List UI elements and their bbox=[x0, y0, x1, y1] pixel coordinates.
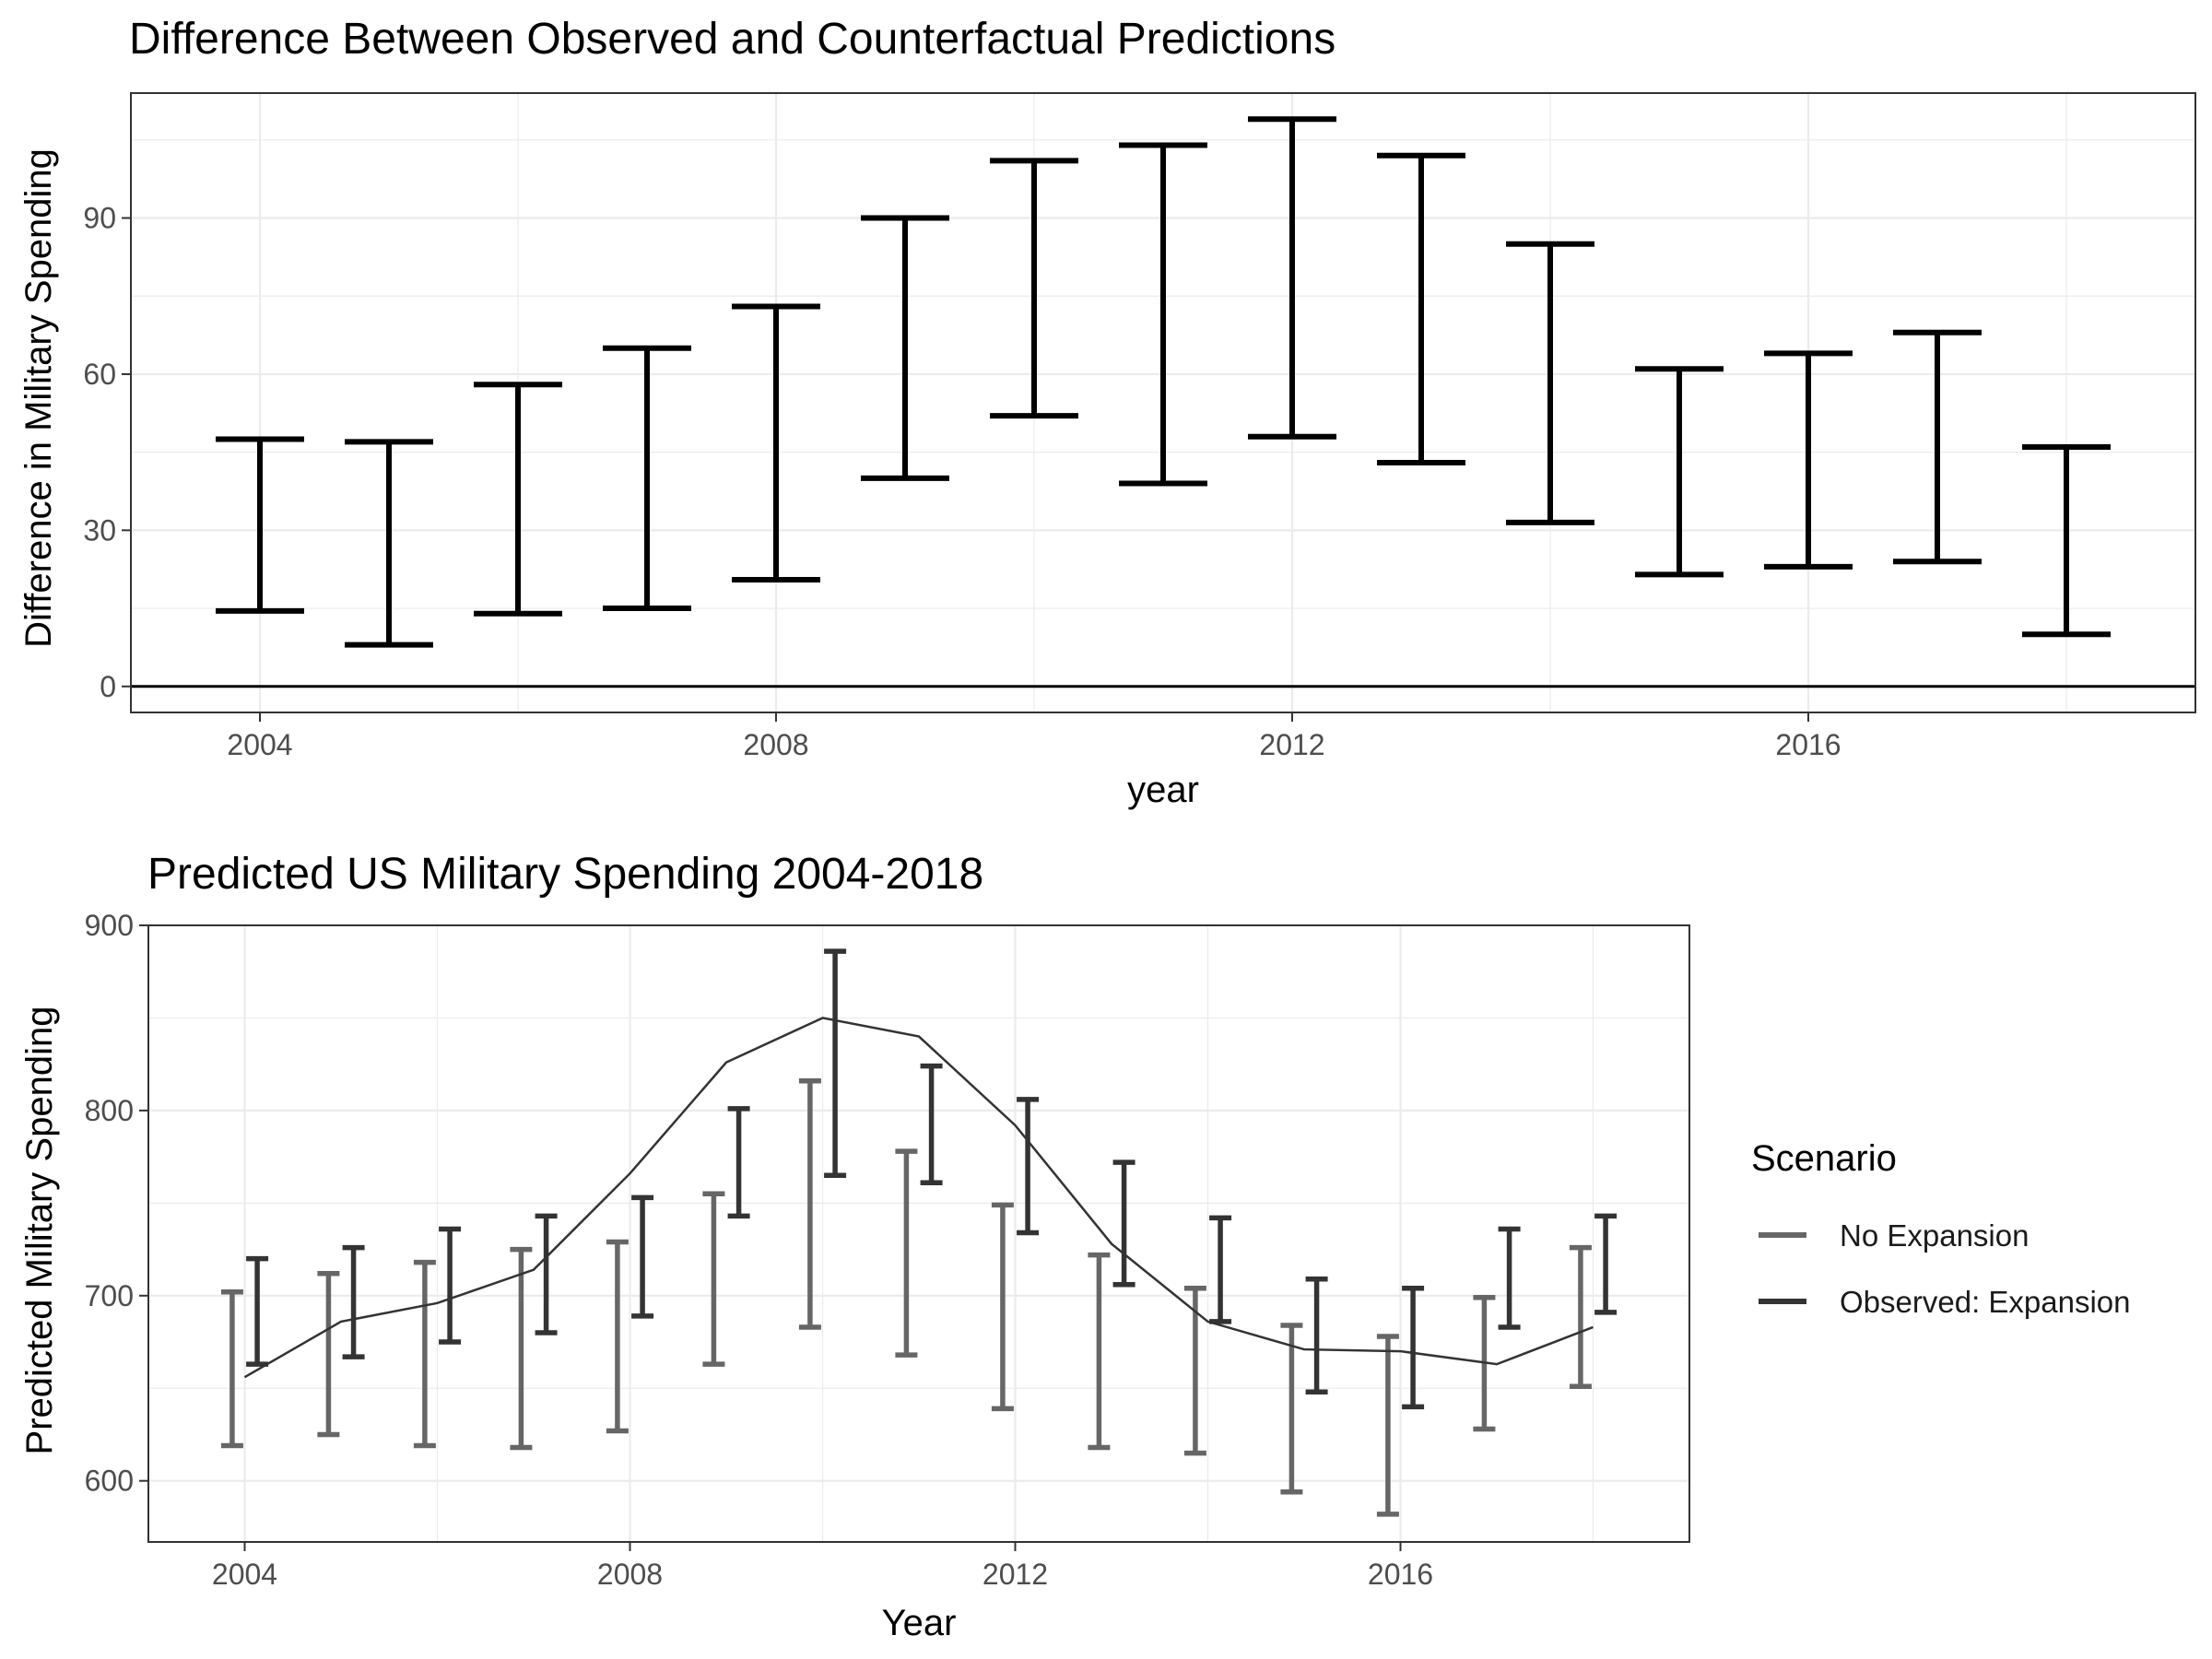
y-tick-label: 0 bbox=[100, 670, 116, 703]
error-bar-2017 bbox=[1893, 329, 1982, 565]
bottom-chart-title: Predicted US Military Spending 2004-2018 bbox=[147, 850, 983, 899]
error-bar-2014-series-2 bbox=[1209, 1215, 1232, 1324]
error-bar-2013-series-1 bbox=[1088, 1252, 1111, 1451]
error-bar-2013-series-2 bbox=[1112, 1159, 1135, 1288]
top-x-axis-ticks: 2004 2008 2012 2016 bbox=[227, 712, 1841, 761]
error-bar-2005 bbox=[345, 439, 433, 648]
y-tick-label: 600 bbox=[85, 1465, 134, 1498]
bottom-error-bars bbox=[220, 948, 1618, 1517]
error-bar-2004-series-1 bbox=[220, 1289, 243, 1449]
error-bar-2008-series-1 bbox=[606, 1239, 629, 1434]
top-y-axis-label: Difference in Military Spending bbox=[18, 148, 59, 648]
y-tick-label: 800 bbox=[85, 1094, 134, 1127]
error-bar-2006 bbox=[474, 382, 562, 617]
error-bar-2005-series-2 bbox=[342, 1244, 365, 1359]
error-bar-2007-series-2 bbox=[535, 1213, 558, 1335]
x-tick-label: 2012 bbox=[1259, 728, 1324, 761]
error-bar-2012 bbox=[1248, 116, 1336, 440]
error-bar-2010 bbox=[990, 158, 1078, 419]
bottom-y-axis-ticks: 600 700 800 900 bbox=[85, 909, 148, 1498]
error-bar-2015-series-1 bbox=[1280, 1323, 1303, 1495]
y-tick-label: 700 bbox=[85, 1279, 134, 1312]
error-bar-2004 bbox=[216, 436, 304, 614]
y-tick-label: 90 bbox=[83, 202, 116, 235]
error-bar-2016-series-1 bbox=[1376, 1334, 1399, 1517]
x-tick-label: 2008 bbox=[743, 728, 808, 761]
error-bar-2014-series-1 bbox=[1183, 1286, 1206, 1456]
error-bar-2015 bbox=[1635, 366, 1724, 578]
top-plot-frame bbox=[130, 92, 2196, 713]
error-bar-2007 bbox=[603, 345, 691, 612]
error-bar-2011-series-2 bbox=[920, 1063, 943, 1186]
error-bar-2011-series-1 bbox=[895, 1148, 918, 1358]
x-tick-label: 2016 bbox=[1775, 728, 1841, 761]
error-bar-2016 bbox=[1764, 350, 1853, 570]
legend: Scenario No Expansion Observed: Expansio… bbox=[1751, 1138, 2131, 1319]
legend-label-no-expansion: No Expansion bbox=[1840, 1218, 2029, 1253]
error-bar-2007-series-1 bbox=[510, 1246, 533, 1451]
top-x-axis-label: year bbox=[1127, 770, 1199, 810]
error-bar-2006-series-1 bbox=[413, 1259, 436, 1449]
error-bar-2013 bbox=[1377, 152, 1465, 465]
error-bar-2015-series-2 bbox=[1305, 1276, 1328, 1395]
x-tick-label: 2004 bbox=[212, 1558, 277, 1591]
bottom-gridlines bbox=[148, 924, 1689, 1542]
x-tick-label: 2012 bbox=[982, 1558, 1048, 1591]
error-bar-2008 bbox=[732, 303, 820, 582]
bottom-plot-frame bbox=[147, 924, 1690, 1543]
legend-label-observed-expansion: Observed: Expansion bbox=[1840, 1285, 2131, 1319]
error-bar-2010-series-2 bbox=[824, 948, 847, 1178]
error-bar-2018-series-1 bbox=[1569, 1244, 1592, 1389]
y-tick-label: 30 bbox=[83, 513, 116, 547]
top-error-bars bbox=[216, 116, 2111, 648]
bottom-x-axis-label: Year bbox=[882, 1603, 957, 1643]
error-bar-2016-series-2 bbox=[1402, 1286, 1425, 1410]
top-y-axis-ticks: 0 30 60 90 bbox=[83, 202, 131, 703]
top-chart-title: Difference Between Observed and Counterf… bbox=[129, 15, 1335, 64]
top-panel: Difference Between Observed and Counterf… bbox=[18, 15, 2196, 810]
error-bar-2009-series-2 bbox=[727, 1106, 750, 1219]
error-bar-2004-series-2 bbox=[246, 1255, 269, 1367]
error-bar-2005-series-1 bbox=[317, 1270, 340, 1438]
x-tick-label: 2004 bbox=[227, 728, 292, 761]
error-bar-2009-series-1 bbox=[702, 1191, 725, 1367]
y-tick-label: 60 bbox=[83, 358, 116, 391]
error-bar-2009 bbox=[861, 215, 949, 481]
error-bar-2011 bbox=[1119, 142, 1207, 487]
bottom-y-axis-label: Predicted Military Spending bbox=[19, 1006, 60, 1455]
x-tick-label: 2008 bbox=[597, 1558, 663, 1591]
error-bar-2006-series-2 bbox=[439, 1226, 462, 1345]
error-bar-2012-series-2 bbox=[1017, 1097, 1040, 1236]
bottom-x-axis-ticks: 2004 2008 2012 2016 bbox=[212, 1542, 1433, 1591]
bottom-panel: Predicted US Military Spending 2004-2018… bbox=[19, 850, 2131, 1643]
error-bar-2018-series-2 bbox=[1594, 1213, 1618, 1315]
error-bar-2012-series-1 bbox=[991, 1202, 1014, 1412]
y-tick-label: 900 bbox=[85, 909, 134, 942]
error-bar-2018 bbox=[2022, 444, 2111, 638]
x-tick-label: 2016 bbox=[1368, 1558, 1433, 1591]
error-bar-2008-series-2 bbox=[631, 1194, 654, 1319]
error-bar-2017-series-2 bbox=[1498, 1226, 1521, 1330]
bottom-observed-trend-line bbox=[243, 1017, 1594, 1379]
error-bar-2010-series-1 bbox=[798, 1078, 821, 1330]
error-bar-2014 bbox=[1506, 241, 1594, 525]
legend-title: Scenario bbox=[1751, 1138, 1897, 1179]
